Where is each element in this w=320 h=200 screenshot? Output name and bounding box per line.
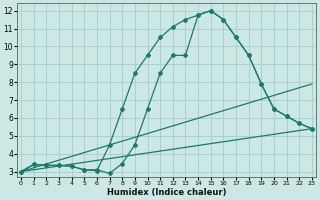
X-axis label: Humidex (Indice chaleur): Humidex (Indice chaleur) [107, 188, 226, 197]
